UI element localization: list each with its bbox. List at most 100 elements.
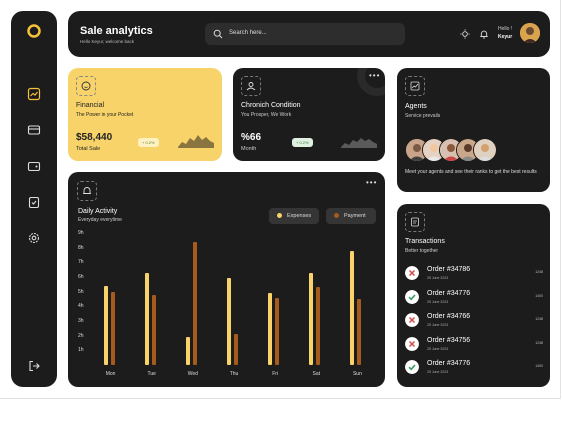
agent-avatar[interactable] [473,138,497,162]
legend-payment-dot [334,213,339,218]
x-tick-label: Sat [312,371,321,377]
transaction-row[interactable]: Order #34756 25 June 2023 1248 [405,335,543,357]
financial-badge: + 0.2% [138,138,159,147]
condition-badge: + 0.2% [292,138,313,147]
clipboard-icon[interactable] [27,195,41,209]
sidebar [11,11,57,387]
transaction-name: Order #34756 [427,336,471,344]
bar-payment-thu[interactable] [234,334,238,365]
y-tick-label: 8h [78,244,84,251]
bar-payment-sun[interactable] [357,299,362,365]
wallet-icon[interactable] [27,159,41,173]
search-input[interactable]: Search here... [205,23,405,45]
bar-expenses-sat[interactable] [309,272,314,365]
transaction-amount: 1248 [535,270,543,274]
agents-description: Meet your agents and see their ranks to … [405,169,537,175]
bar-expenses-fri[interactable] [268,293,273,365]
transaction-row[interactable]: Order #34776 25 June 2023 1400 [405,358,543,380]
card-icon[interactable] [27,123,41,137]
activity-more-icon[interactable]: ••• [366,178,378,187]
condition-sparkline [341,138,377,148]
financial-value: $58,440 [76,132,113,143]
transaction-amount: 1248 [535,340,543,345]
x-tick-label: Sun [352,371,362,377]
bar-expenses-wed[interactable] [185,337,190,365]
activity-card: ••• Daily Activity Everyday everytime Ex… [68,172,385,387]
gear-icon[interactable] [27,231,41,245]
y-tick-label: 1h [78,347,84,354]
legend-expenses-label: Expenses [287,213,312,219]
condition-more-icon[interactable]: ••• [369,71,381,80]
y-tick-label: 9h [78,230,84,236]
username: Keyur [498,34,513,40]
financial-icon-box [76,76,96,96]
condition-subtitle: You Prosper, We Work [241,112,292,118]
logout-icon[interactable] [27,359,41,373]
bar-expenses-tue[interactable] [144,272,149,365]
chart-icon[interactable] [27,87,41,101]
transaction-name: Order #34766 [427,313,471,320]
transactions-icon-box [405,212,425,232]
y-tick-label: 7h [78,259,84,266]
close-icon [405,336,419,351]
financial-subtitle: The Power in your Pocket [76,112,134,118]
transaction-date: 25 June 2023 [427,276,449,280]
transaction-date: 25 June 2023 [427,323,449,327]
legend-expenses-dot [277,213,282,218]
activity-subtitle: Everyday everytime [78,217,122,223]
bar-expenses-mon[interactable] [103,285,108,365]
transaction-row[interactable]: Order #34776 25 June 2023 1400 [405,288,543,310]
legend-payment[interactable]: Payment [326,208,376,224]
y-tick-label: 5h [78,288,84,295]
avatar[interactable] [520,23,540,43]
transaction-amount: 1400 [535,293,543,298]
x-tick-label: Thu [229,371,239,377]
check-icon [405,289,419,304]
transaction-amount: 1248 [535,317,543,321]
y-tick-label: 2h [78,332,84,339]
agents-subtitle: Service prevails [405,113,441,119]
decorative-circle [357,68,385,96]
x-tick-label: Fri [272,371,279,377]
activity-title: Daily Activity [78,208,118,215]
condition-label: Month [241,146,257,152]
top-bar: Sale analytics Hello Keyur, welcome back… [68,11,550,57]
transaction-name: Order #34776 [427,289,471,297]
bar-payment-sat[interactable] [316,287,321,365]
financial-title: Financial [76,102,105,109]
transaction-date: 25 June 2023 [427,370,449,374]
condition-title: Chronich Condition [241,102,301,109]
bar-expenses-thu[interactable] [227,278,231,365]
transaction-name: Order #34776 [427,360,471,367]
bar-payment-tue[interactable] [151,294,156,365]
bar-payment-fri[interactable] [275,297,280,365]
agent-avatar-image [474,139,496,161]
agents-card: Agents Service prevails Meet your agents… [397,68,550,192]
y-tick-label: 3h [78,318,84,324]
person-icon [246,82,256,91]
close-icon [405,313,419,327]
condition-card: ••• Chronich Condition You Prosper, We W… [233,68,385,161]
bell-icon[interactable] [479,29,489,39]
avatar-image [520,23,540,43]
bar-payment-wed[interactable] [192,241,197,365]
transaction-name: Order #34786 [427,266,471,273]
transactions-card: Transactions Better together Order #3478… [397,204,550,387]
transaction-row[interactable]: Order #34766 25 June 2023 1248 [405,311,543,333]
financial-sparkline [178,135,214,148]
smile-icon [81,81,91,91]
financial-card: Financial The Power in your Pocket $58,4… [68,68,222,161]
x-tick-label: Tue [147,371,156,377]
search-placeholder: Search here... [229,30,267,36]
bell-icon [83,187,91,194]
x-tick-label: Mon [105,371,116,377]
sun-icon[interactable] [460,29,470,39]
bar-expenses-sun[interactable] [350,250,355,365]
trend-icon [410,81,420,91]
y-tick-label: 4h [78,303,84,310]
check-icon [405,360,419,374]
transaction-row[interactable]: Order #34786 25 June 2023 1248 [405,264,543,286]
legend-expenses[interactable]: Expenses [269,208,319,224]
bar-payment-mon[interactable] [110,291,115,365]
search-icon [213,29,223,39]
